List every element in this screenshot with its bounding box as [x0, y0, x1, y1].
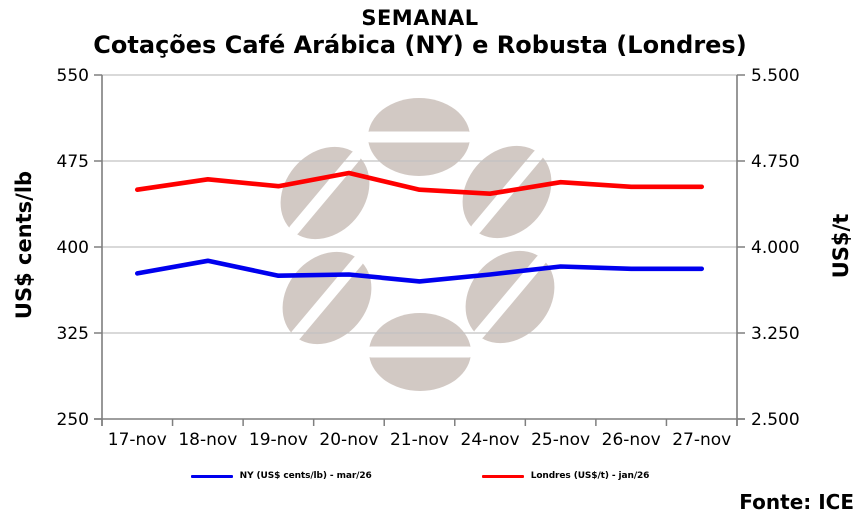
series-line-londres: [134, 170, 705, 196]
axis-tick-labels: 250 2.500 325 3.250 400 4.000 475 4.750 550 5.500…: [57, 66, 800, 450]
x-axis-tick-label: 24-nov: [461, 430, 520, 450]
y-axis-title-right: US$/t: [829, 213, 853, 279]
x-axis-tick-label: 21-nov: [390, 430, 449, 450]
legend-entry-londres: Londres (US$/t) - jan/26: [481, 471, 650, 481]
y-right-tick-label: 4.750: [751, 152, 800, 172]
gridlines: [102, 74, 737, 334]
x-axis-tick-label: 27-nov: [672, 430, 731, 450]
chart-title: SEMANAL: [361, 6, 479, 30]
y-left-tick-label: 400: [57, 238, 89, 258]
legend-line-swatch-ny: [190, 474, 233, 478]
legend-line-swatch-londres: [481, 474, 524, 478]
coffee-bean-icon: [365, 98, 473, 176]
x-axis-tick-label: 20-nov: [319, 430, 378, 450]
y-left-tick-label: 475: [57, 152, 89, 172]
legend-label-ny: NY (US$ cents/lb) - mar/26: [239, 471, 372, 481]
x-axis-tick-label: 17-nov: [108, 430, 167, 450]
source-label: Fonte: ICE: [739, 490, 854, 514]
chart-subtitle: Cotações Café Arábica (NY) e Robusta (Lo…: [93, 31, 747, 60]
x-axis-tick-label: 26-nov: [602, 430, 661, 450]
y-right-tick-label: 4.000: [751, 238, 800, 258]
chart-title-block: SEMANAL Cotações Café Arábica (NY) e Rob…: [0, 6, 840, 60]
axis-lines: [94, 75, 745, 426]
chart-legend: NY (US$ cents/lb) - mar/26 Londres (US$/…: [0, 471, 840, 481]
y-left-tick-label: 325: [57, 324, 89, 344]
x-axis-tick-label: 19-nov: [249, 430, 308, 450]
legend-entry-ny: NY (US$ cents/lb) - mar/26: [190, 471, 372, 481]
y-left-tick-label: 550: [57, 66, 89, 86]
coffee-beans-watermark-icon: [280, 98, 555, 391]
coffee-bean-icon: [366, 313, 474, 391]
y-left-tick-label: 250: [57, 410, 89, 430]
legend-label-londres: Londres (US$/t) - jan/26: [530, 471, 650, 481]
x-axis-tick-label: 25-nov: [531, 430, 590, 450]
x-axis-tick-label: 18-nov: [178, 430, 237, 450]
series-line-ny: [134, 258, 705, 284]
y-axis-title-left: US$ cents/lb: [12, 170, 36, 320]
y-right-tick-label: 5.500: [751, 66, 800, 86]
y-right-tick-label: 3.250: [751, 324, 800, 344]
y-right-tick-label: 2.500: [751, 410, 800, 430]
